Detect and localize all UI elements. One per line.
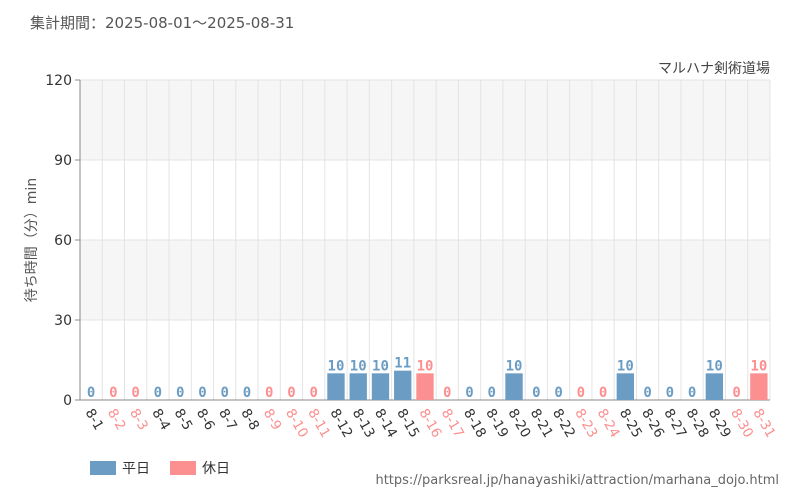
x-tick-label: 8-19: [482, 406, 511, 441]
legend-swatch-holiday: [170, 461, 196, 475]
y-tick-label: 0: [63, 393, 72, 409]
data-label: 10: [750, 358, 767, 374]
data-label: 0: [154, 385, 162, 401]
x-tick-label: 8-20: [505, 406, 534, 441]
bar: [705, 373, 724, 400]
bar: [750, 373, 768, 400]
x-tick-label: 8-13: [349, 406, 378, 441]
data-label: 0: [87, 385, 95, 401]
data-label: 0: [532, 385, 540, 401]
x-tick-label: 8-17: [438, 406, 467, 441]
x-tick-label: 8-21: [527, 406, 556, 441]
bar: [505, 373, 523, 400]
data-label: 0: [243, 385, 251, 401]
x-tick-label: 8-22: [549, 406, 578, 441]
data-label: 0: [732, 385, 740, 401]
x-tick-label: 8-29: [705, 406, 734, 441]
x-tick-label: 8-14: [371, 406, 400, 441]
data-label: 0: [465, 385, 473, 401]
data-label: 10: [350, 358, 367, 374]
bar: [616, 373, 635, 400]
data-label: 0: [666, 385, 674, 401]
x-tick-label: 8-18: [460, 406, 489, 441]
data-label: 0: [643, 385, 651, 401]
legend: 平日 休日: [90, 458, 230, 478]
data-label: 0: [599, 385, 607, 401]
x-tick-label: 8-1: [82, 406, 107, 433]
x-tick-label: 8-9: [260, 406, 285, 433]
data-label: 0: [309, 385, 317, 401]
x-tick-label: 8-5: [171, 406, 196, 433]
data-label: 0: [287, 385, 295, 401]
data-label: 0: [220, 385, 228, 401]
data-label: 0: [577, 385, 585, 401]
y-tick-label: 60: [54, 233, 72, 249]
bar: [349, 373, 367, 400]
x-tick-label: 8-4: [148, 406, 173, 433]
bar: [416, 373, 434, 400]
y-tick-label: 120: [45, 73, 72, 89]
x-tick-label: 8-16: [416, 406, 445, 441]
x-tick-label: 8-11: [304, 406, 333, 441]
x-tick-label: 8-25: [616, 406, 645, 441]
x-tick-label: 8-28: [683, 406, 712, 441]
data-label: 0: [443, 385, 451, 401]
legend-label-holiday: 休日: [202, 461, 230, 477]
x-tick-label: 8-6: [193, 406, 218, 433]
x-tick-label: 8-8: [237, 406, 262, 433]
plot-band: [80, 80, 770, 160]
y-tick-label: 90: [54, 153, 72, 169]
data-label: 10: [328, 358, 345, 374]
x-tick-label: 8-26: [638, 406, 667, 441]
data-label: 10: [506, 358, 523, 374]
bar: [327, 373, 345, 400]
data-label: 0: [554, 385, 562, 401]
data-label: 10: [372, 358, 389, 374]
legend-item-holiday: 休日: [170, 458, 230, 478]
x-tick-label: 8-30: [727, 406, 756, 441]
legend-item-weekday: 平日: [90, 458, 150, 478]
legend-swatch-weekday: [90, 461, 116, 475]
x-tick-label: 8-31: [749, 406, 778, 441]
x-tick-label: 8-10: [282, 406, 311, 441]
data-label: 0: [265, 385, 273, 401]
x-tick-label: 8-2: [104, 406, 129, 433]
x-tick-label: 8-27: [660, 406, 689, 441]
y-axis-label: 待ち時間（分）min: [24, 178, 40, 302]
data-label: 0: [176, 385, 184, 401]
data-label: 0: [109, 385, 117, 401]
source-url: https://parksreal.jp/hanayashiki/attract…: [375, 473, 779, 488]
x-tick-label: 8-3: [126, 406, 151, 433]
data-label: 10: [417, 358, 434, 374]
x-tick-label: 8-7: [215, 406, 240, 433]
x-tick-label: 8-15: [393, 406, 422, 441]
legend-label-weekday: 平日: [122, 461, 150, 477]
chart-title: マルハナ剣術道場: [658, 61, 770, 77]
x-tick-label: 8-23: [571, 406, 600, 441]
bar: [394, 370, 412, 400]
data-label: 10: [617, 358, 634, 374]
data-label: 0: [688, 385, 696, 401]
x-tick-label: 8-12: [327, 406, 356, 441]
data-label: 0: [488, 385, 496, 401]
y-tick-label: 30: [54, 313, 72, 329]
data-label: 0: [198, 385, 206, 401]
bar: [371, 373, 390, 400]
data-label: 10: [706, 358, 723, 374]
x-tick-label: 8-24: [594, 406, 623, 441]
plot-band: [80, 240, 770, 320]
period-label: 集計期間：2025-08-01～2025-08-31: [30, 14, 295, 32]
data-label: 11: [394, 356, 411, 372]
data-label: 0: [131, 385, 139, 401]
